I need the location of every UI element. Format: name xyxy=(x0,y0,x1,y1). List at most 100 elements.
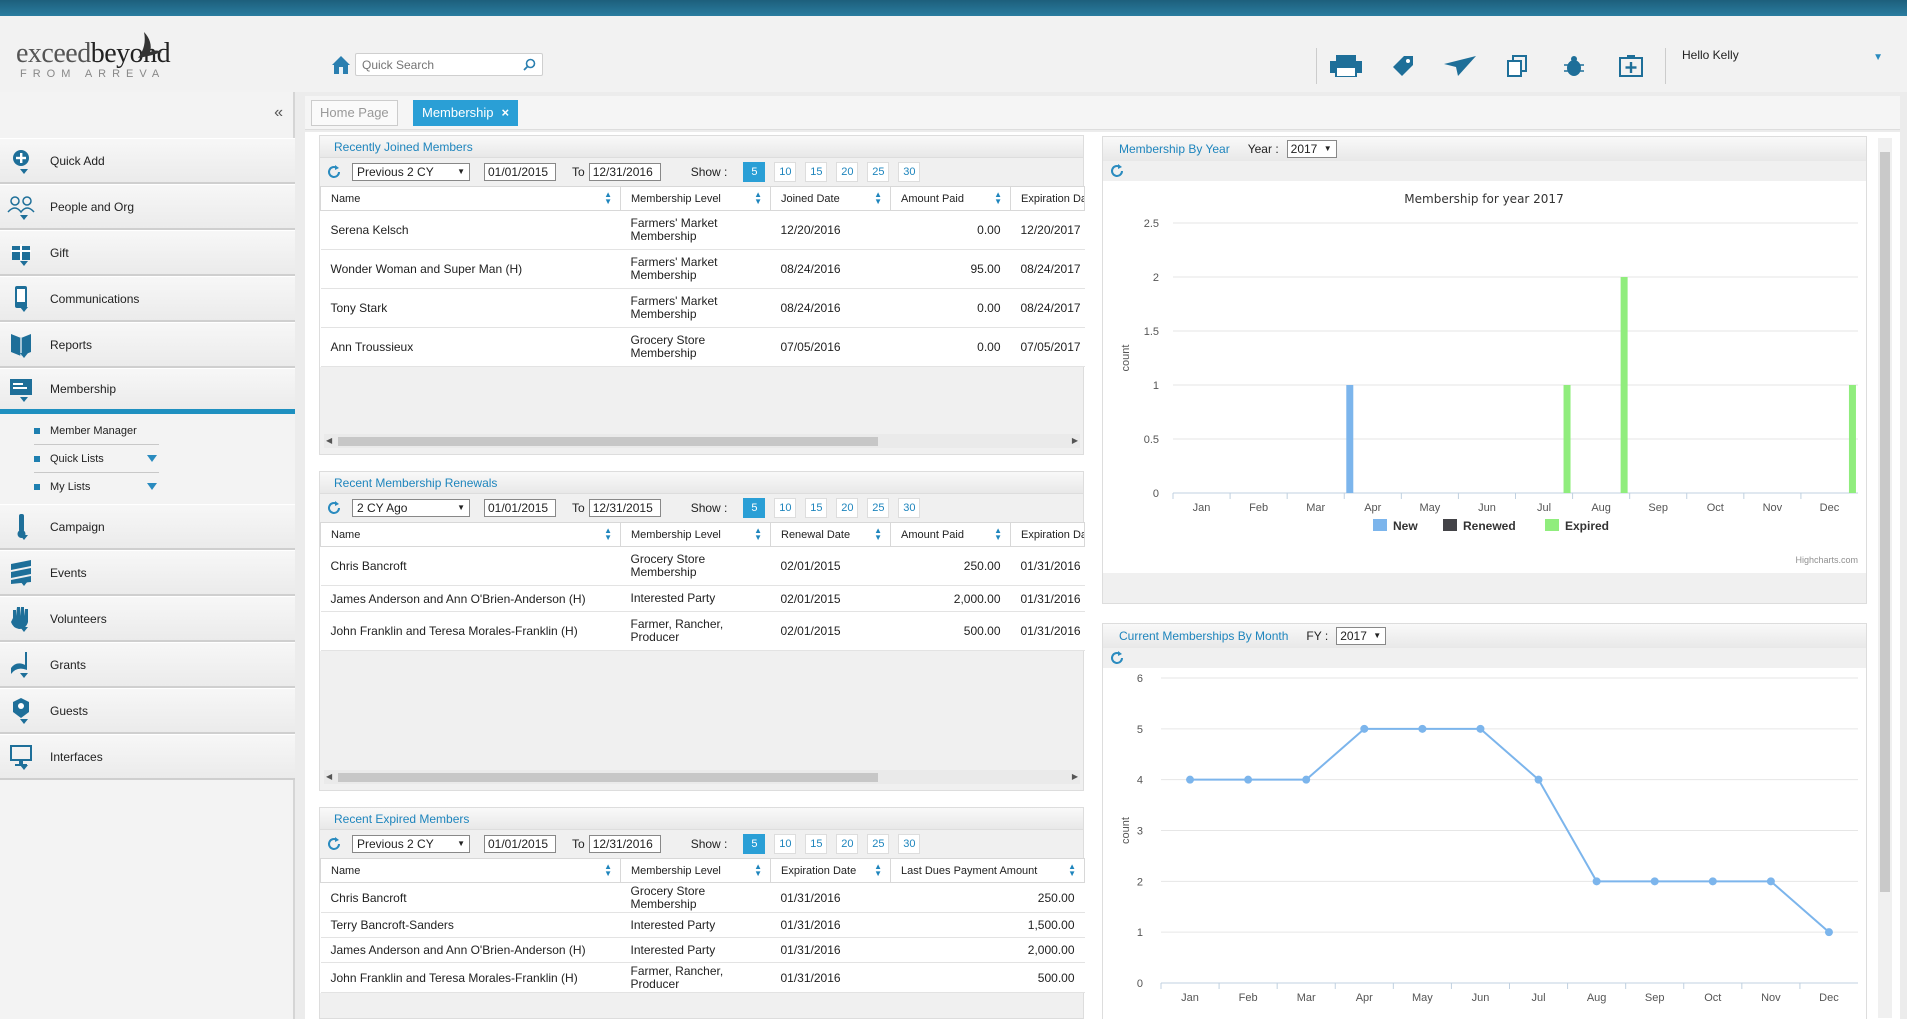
point-oct[interactable] xyxy=(1708,877,1717,886)
page-size-15[interactable]: 15 xyxy=(805,498,828,518)
copy-tool[interactable] xyxy=(1488,48,1545,84)
column-header[interactable]: Joined Date ▲ ▼ xyxy=(770,186,891,211)
page-size-15[interactable]: 15 xyxy=(805,162,828,182)
submenu-item-quick-lists[interactable]: Quick Lists xyxy=(34,445,159,473)
sort-icon[interactable]: ▲ ▼ xyxy=(754,190,762,206)
column-header[interactable]: Name ▲ ▼ xyxy=(320,858,621,883)
sort-icon[interactable]: ▲ ▼ xyxy=(604,862,612,878)
table-row[interactable]: Terry Bancroft-Sanders Interested Party 01… xyxy=(320,912,1085,938)
page-size-25[interactable]: 25 xyxy=(867,162,890,182)
refresh-icon[interactable] xyxy=(326,836,342,852)
sort-icon[interactable]: ▲ ▼ xyxy=(874,526,882,542)
sidebar-item-events[interactable]: Events xyxy=(0,550,295,596)
add-record-tool[interactable] xyxy=(1602,48,1659,84)
submenu-item-my-lists[interactable]: My Lists xyxy=(34,473,159,501)
sort-icon[interactable]: ▲ ▼ xyxy=(1068,862,1076,878)
home-icon[interactable] xyxy=(330,54,352,76)
sort-icon[interactable]: ▲ ▼ xyxy=(874,190,882,206)
page-size-20[interactable]: 20 xyxy=(836,498,859,518)
column-header[interactable]: Amount Paid ▲ ▼ xyxy=(890,186,1011,211)
vertical-scrollbar[interactable] xyxy=(1878,138,1892,1018)
legend-item-renewed[interactable]: Renewed xyxy=(1443,519,1516,533)
table-row[interactable]: Tony Stark Farmers' Market Membership 08/2… xyxy=(320,288,1085,328)
to-date-input[interactable]: 12/31/2015 xyxy=(588,499,661,517)
sidebar-item-guests[interactable]: Guests xyxy=(0,688,295,734)
table-row[interactable]: Chris Bancroft Grocery Store Membership 02… xyxy=(320,546,1085,586)
column-header[interactable]: Membership Level ▲ ▼ xyxy=(620,186,771,211)
sort-icon[interactable]: ▲ ▼ xyxy=(754,526,762,542)
sidebar-item-grants[interactable]: Grants xyxy=(0,642,295,688)
table-row[interactable]: Wonder Woman and Super Man (H) Farmers' M… xyxy=(320,249,1085,289)
page-size-15[interactable]: 15 xyxy=(805,834,828,854)
date-range-select[interactable]: 2 CY Ago xyxy=(352,499,470,517)
page-size-30[interactable]: 30 xyxy=(898,834,921,854)
sort-icon[interactable]: ▲ ▼ xyxy=(994,190,1002,206)
column-header[interactable]: Amount Paid ▲ ▼ xyxy=(890,522,1011,547)
table-row[interactable]: Ann Troussieux Grocery Store Membership 07… xyxy=(320,327,1085,367)
column-header[interactable]: Renewal Date ▲ ▼ xyxy=(770,522,891,547)
sidebar-item-interfaces[interactable]: Interfaces xyxy=(0,734,295,780)
point-nov[interactable] xyxy=(1766,877,1775,886)
refresh-icon[interactable] xyxy=(326,500,342,516)
sort-icon[interactable]: ▲ ▼ xyxy=(994,526,1002,542)
scroll-left-icon[interactable]: ◀ xyxy=(326,772,333,781)
legend-item-new[interactable]: New xyxy=(1373,519,1418,533)
to-date-input[interactable]: 12/31/2016 xyxy=(588,835,661,853)
user-menu[interactable]: Hello Kelly ▼ xyxy=(1665,48,1895,84)
table-row[interactable]: John Franklin and Teresa Morales-Frankli… xyxy=(320,962,1085,993)
scroll-right-icon[interactable]: ▶ xyxy=(1071,436,1078,445)
page-size-5[interactable]: 5 xyxy=(743,834,766,854)
column-header[interactable]: Membership Level ▲ ▼ xyxy=(620,858,771,883)
sidebar-item-campaign[interactable]: Campaign xyxy=(0,504,295,550)
legend-item-expired[interactable]: Expired xyxy=(1545,519,1609,533)
close-tab-icon[interactable]: × xyxy=(501,105,510,120)
column-header[interactable]: Expiration Da xyxy=(1010,186,1085,211)
tag-tool[interactable] xyxy=(1374,48,1431,84)
point-feb[interactable] xyxy=(1244,775,1253,784)
sidebar-item-gift[interactable]: Gift xyxy=(0,230,295,276)
search-icon[interactable] xyxy=(523,58,536,71)
bar-expired-aug[interactable] xyxy=(1620,277,1628,493)
refresh-icon[interactable] xyxy=(326,164,342,180)
quick-search-input[interactable] xyxy=(356,54,516,75)
table-row[interactable]: John Franklin and Teresa Morales-Frankli… xyxy=(320,611,1085,651)
chevron-down-icon[interactable] xyxy=(147,455,157,462)
refresh-icon[interactable] xyxy=(1109,163,1125,179)
page-size-5[interactable]: 5 xyxy=(743,162,766,182)
sidebar-item-membership[interactable]: Membership xyxy=(0,368,295,414)
point-jul[interactable] xyxy=(1534,775,1543,784)
send-tool[interactable] xyxy=(1431,48,1488,84)
from-date-input[interactable]: 01/01/2015 xyxy=(484,163,556,181)
page-size-20[interactable]: 20 xyxy=(836,834,859,854)
page-size-20[interactable]: 20 xyxy=(836,162,859,182)
print-tool[interactable] xyxy=(1317,48,1374,84)
column-header[interactable]: Expiration Da xyxy=(1010,522,1085,547)
from-date-input[interactable]: 01/01/2015 xyxy=(484,499,556,517)
date-range-select[interactable]: Previous 2 CY xyxy=(352,835,470,853)
date-range-select[interactable]: Previous 2 CY xyxy=(352,163,470,181)
tab-home-page[interactable]: Home Page xyxy=(311,100,398,126)
table-row[interactable]: Chris Bancroft Grocery Store Membership 01… xyxy=(320,882,1085,913)
page-size-10[interactable]: 10 xyxy=(774,498,797,518)
chevron-down-icon[interactable] xyxy=(147,483,157,490)
point-may[interactable] xyxy=(1418,724,1427,733)
sidebar-item-volunteers[interactable]: Volunteers xyxy=(0,596,295,642)
scroll-right-icon[interactable]: ▶ xyxy=(1071,772,1078,781)
bar-expired-dec[interactable] xyxy=(1848,385,1856,493)
page-size-25[interactable]: 25 xyxy=(867,834,890,854)
page-size-10[interactable]: 10 xyxy=(774,834,797,854)
bar-new-apr[interactable] xyxy=(1346,385,1354,493)
sidebar-item-quick-add[interactable]: Quick Add xyxy=(0,138,295,184)
horizontal-scrollbar[interactable]: ◀ ▶ xyxy=(324,434,1080,448)
column-header[interactable]: Name ▲ ▼ xyxy=(320,186,621,211)
horizontal-scrollbar[interactable]: ◀ ▶ xyxy=(324,770,1080,784)
point-aug[interactable] xyxy=(1592,877,1601,886)
refresh-icon[interactable] xyxy=(1109,650,1125,666)
point-mar[interactable] xyxy=(1302,775,1311,784)
point-apr[interactable] xyxy=(1360,724,1369,733)
to-date-input[interactable]: 12/31/2016 xyxy=(588,163,661,181)
table-row[interactable]: Serena Kelsch Farmers' Market Membership 1… xyxy=(320,210,1085,250)
sidebar-item-reports[interactable]: Reports xyxy=(0,322,295,368)
collapse-sidebar-button[interactable]: « xyxy=(274,104,283,121)
point-sep[interactable] xyxy=(1650,877,1659,886)
